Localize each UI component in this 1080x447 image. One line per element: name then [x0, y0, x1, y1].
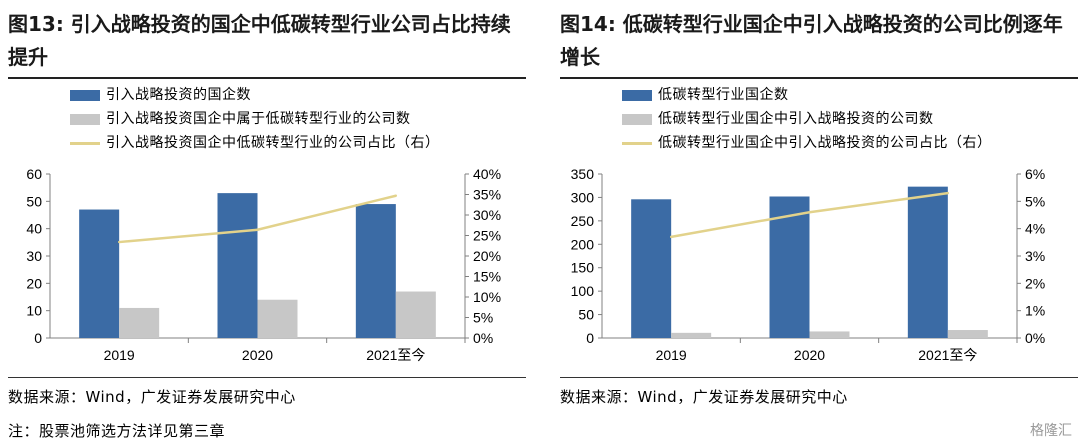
y2-tick-label: 4% [1025, 221, 1045, 237]
legend-item-bar-1: 低碳转型行业国企数 [622, 83, 992, 107]
note-text: 注：股票池筛选方法详见第三章 [8, 422, 226, 440]
figure-13-panel: 图13: 引入战略投资的国企中低碳转型行业公司占比持续提升 引入战略投资的国企数… [0, 0, 526, 447]
source-divider [8, 377, 526, 378]
line-point [808, 211, 811, 214]
x-tick-label: 2020 [794, 347, 825, 363]
y2-tick-label: 3% [1025, 248, 1045, 264]
legend-item-bar-2: 低碳转型行业国企中引入战略投资的公司数 [622, 107, 992, 131]
chart-legend: 低碳转型行业国企数 低碳转型行业国企中引入战略投资的公司数 低碳转型行业国企中引… [622, 83, 992, 155]
legend-label: 低碳转型行业国企中引入战略投资的公司占比（右） [658, 135, 992, 151]
y-tick-label: 150 [571, 260, 595, 276]
bar-1 [769, 196, 810, 338]
y2-tick-label: 5% [1025, 193, 1045, 209]
legend-label: 引入战略投资国企中低碳转型行业的公司占比（右） [106, 135, 440, 151]
line-point [946, 191, 950, 195]
y-tick-label: 60 [26, 166, 42, 182]
y-tick-label: 0 [34, 330, 42, 346]
bar-2 [119, 307, 160, 338]
y-tick-label: 50 [578, 307, 594, 323]
legend-swatch [622, 90, 652, 101]
legend-label: 低碳转型行业国企数 [658, 87, 789, 103]
y2-tick-label: 20% [473, 248, 501, 264]
y2-tick-label: 0% [1025, 330, 1045, 346]
legend-label: 引入战略投资国企中属于低碳转型行业的公司数 [106, 111, 411, 127]
legend-label: 引入战略投资的国企数 [106, 87, 251, 103]
x-tick-label: 2021至今 [366, 347, 425, 363]
y-tick-label: 200 [571, 236, 595, 252]
line-point [117, 240, 121, 244]
line-point [394, 194, 398, 197]
y2-tick-label: 15% [473, 269, 501, 285]
figure-title: 图14: 低碳转型行业国企中引入战略投资的公司比例逐年增长 [560, 12, 1063, 69]
legend-swatch [70, 114, 100, 125]
y2-tick-label: 6% [1025, 166, 1045, 182]
bar-1 [217, 193, 258, 338]
y2-tick-label: 10% [473, 289, 501, 305]
y2-tick-label: 30% [473, 207, 501, 223]
x-tick-label: 2019 [656, 347, 687, 363]
title-divider [560, 77, 1078, 79]
line-point [669, 235, 673, 239]
y-tick-label: 30 [26, 248, 42, 264]
x-tick-label: 2021至今 [918, 347, 977, 363]
y-tick-label: 50 [26, 193, 42, 209]
line-point [256, 228, 259, 231]
bar-1 [355, 204, 396, 338]
y-tick-label: 350 [571, 166, 595, 182]
y2-tick-label: 1% [1025, 303, 1045, 319]
x-tick-label: 2020 [242, 347, 273, 363]
y2-tick-label: 40% [473, 166, 501, 182]
figure-title: 图13: 引入战略投资的国企中低碳转型行业公司占比持续提升 [8, 12, 511, 69]
y2-tick-label: 35% [473, 187, 501, 203]
y-tick-label: 300 [571, 189, 595, 205]
y2-tick-label: 0% [473, 330, 493, 346]
y-tick-label: 10 [26, 303, 42, 319]
y2-tick-label: 5% [473, 310, 493, 326]
legend-item-bar-2: 引入战略投资国企中属于低碳转型行业的公司数 [70, 107, 440, 131]
chart-plot: 0 50 100 150 200 250 300 350 0% 1% 2% 3% 4% 5% 6% 2019 2… [571, 166, 1046, 363]
legend-item-line: 引入战略投资国企中低碳转型行业的公司占比（右） [70, 131, 440, 155]
bar-2 [395, 291, 436, 338]
y2-tick-label: 2% [1025, 275, 1045, 291]
bar-2 [671, 332, 712, 338]
bar-2 [257, 299, 298, 338]
source-text: 数据来源：Wind，广发证券发展研究中心 [560, 388, 848, 406]
bar-1 [79, 209, 120, 338]
bar-1 [631, 199, 672, 338]
legend-swatch [70, 90, 100, 101]
legend-label: 低碳转型行业国企中引入战略投资的公司数 [658, 111, 934, 127]
watermark-logo: 格隆汇 [1030, 423, 1072, 439]
legend-item-line: 低碳转型行业国企中引入战略投资的公司占比（右） [622, 131, 992, 155]
legend-swatch [70, 142, 100, 145]
legend-swatch [622, 142, 652, 145]
bar-2 [809, 331, 850, 338]
source-text: 数据来源：Wind，广发证券发展研究中心 [8, 388, 296, 406]
legend-item-bar-1: 引入战略投资的国企数 [70, 83, 440, 107]
y2-tick-label: 25% [473, 228, 501, 244]
chart-plot: 0 10 20 30 40 50 60 0% 5% 10% 15% 20% 25% 30% 35% 40% 20… [26, 166, 501, 363]
x-tick-label: 2019 [104, 347, 135, 363]
chart-legend: 引入战略投资的国企数 引入战略投资国企中属于低碳转型行业的公司数 引入战略投资国… [70, 83, 440, 155]
y-tick-label: 0 [586, 330, 594, 346]
y-tick-label: 20 [26, 275, 42, 291]
bar-2 [947, 330, 988, 338]
figure-14-panel: 图14: 低碳转型行业国企中引入战略投资的公司比例逐年增长 低碳转型行业国企数 … [552, 0, 1078, 447]
y-tick-label: 40 [26, 221, 42, 237]
bar-1 [907, 186, 948, 338]
y-tick-label: 100 [571, 283, 595, 299]
legend-swatch [622, 114, 652, 125]
y-tick-label: 250 [571, 213, 595, 229]
title-divider [8, 77, 526, 79]
source-divider [560, 377, 1078, 378]
